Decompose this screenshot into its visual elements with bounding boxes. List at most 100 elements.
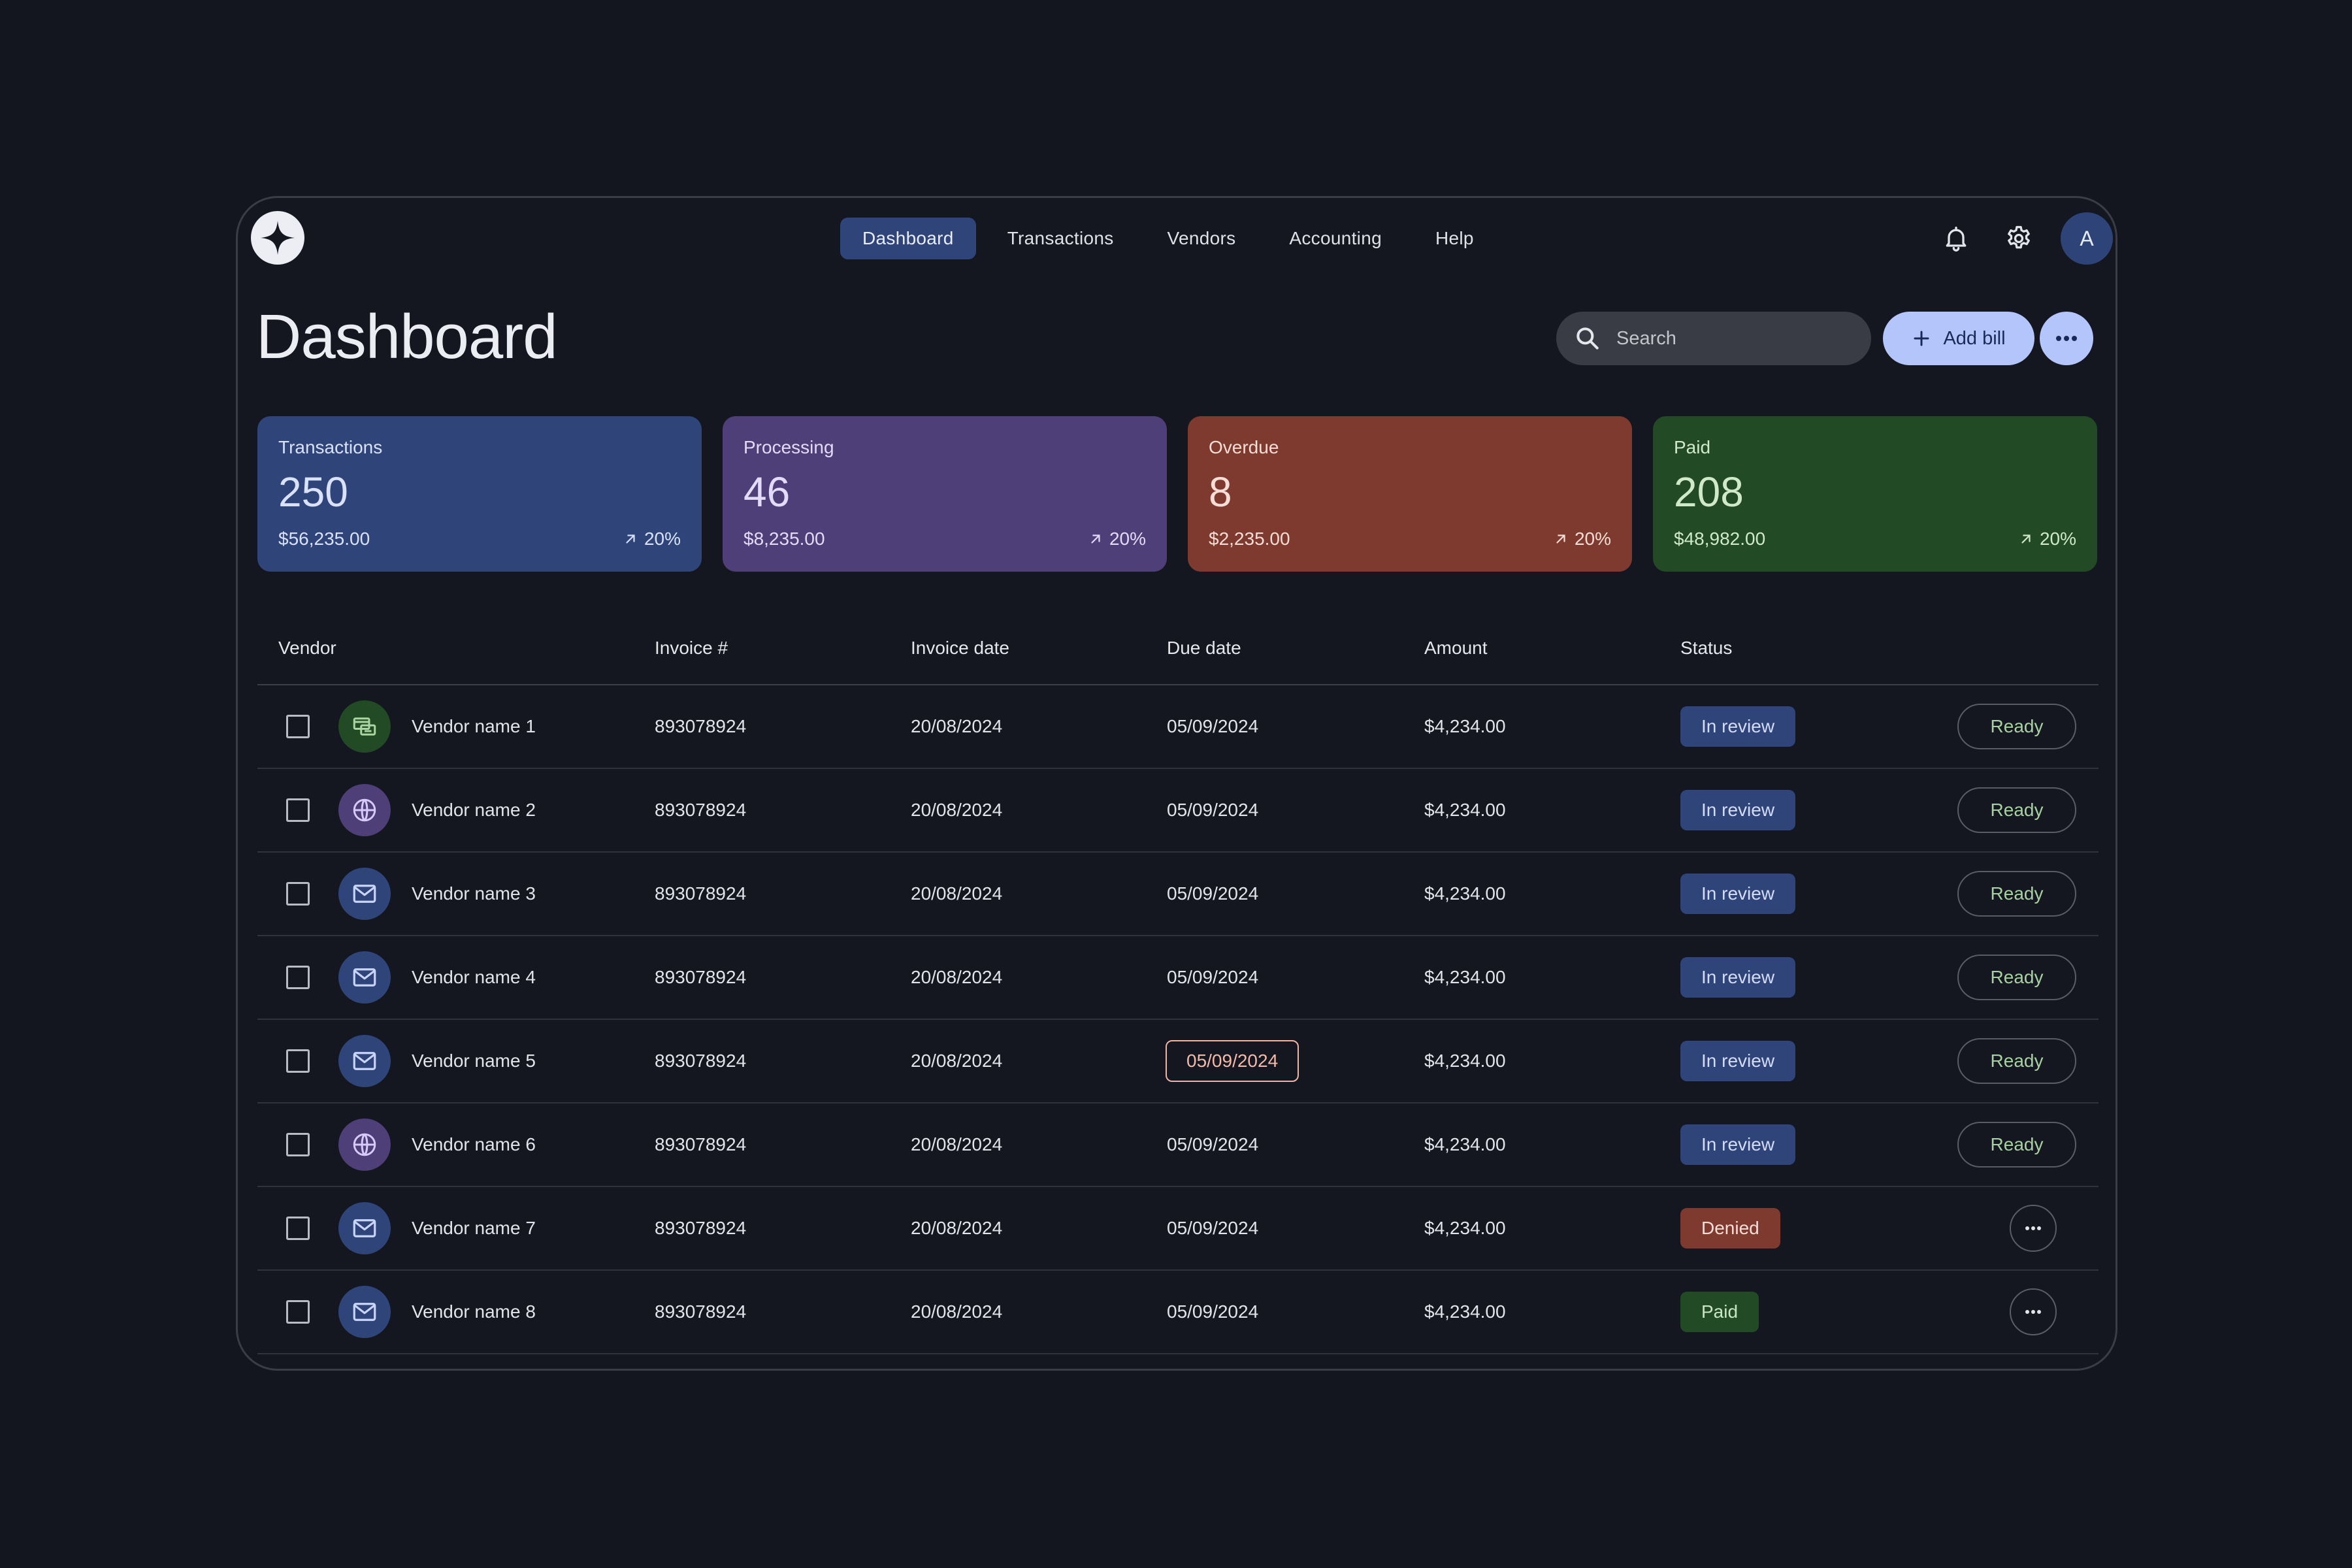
mail-icon xyxy=(338,951,391,1004)
more-options-button[interactable] xyxy=(2040,312,2093,365)
stat-label: Overdue xyxy=(1209,437,1279,457)
add-bill-button[interactable]: Add bill xyxy=(1883,312,2034,365)
header-status[interactable]: Status xyxy=(1680,638,1733,658)
action-cell xyxy=(1942,1205,2099,1252)
tab-dashboard[interactable]: Dashboard xyxy=(840,218,976,259)
header-amount[interactable]: Amount xyxy=(1424,638,1488,658)
vendor-name[interactable]: Vendor name 5 xyxy=(412,1051,536,1071)
avatar[interactable]: A xyxy=(2061,212,2113,265)
vendor-cell: Vendor name 6 xyxy=(257,1119,655,1171)
due-date: 05/09/2024 xyxy=(1167,716,1259,736)
vendor-name[interactable]: Vendor name 7 xyxy=(412,1218,536,1238)
amount: $4,234.00 xyxy=(1424,1051,1506,1071)
due-date: 05/09/2024 xyxy=(1167,967,1259,987)
vendor-name[interactable]: Vendor name 1 xyxy=(412,716,536,736)
invoice-number: 893078924 xyxy=(655,1218,747,1238)
ready-button[interactable]: Ready xyxy=(1957,955,2076,1000)
vendor-name[interactable]: Vendor name 2 xyxy=(412,800,536,820)
ready-button[interactable]: Ready xyxy=(1957,787,2076,833)
status-badge: In review xyxy=(1680,790,1796,830)
amount: $4,234.00 xyxy=(1424,1218,1506,1238)
header-vendor[interactable]: Vendor xyxy=(278,638,336,658)
status-cell: In review xyxy=(1680,1041,1942,1081)
arrow-up-right-icon xyxy=(1556,534,1565,544)
table-row[interactable]: Vendor name 2 893078924 20/08/2024 05/09/20… xyxy=(257,769,2099,853)
ready-button[interactable]: Ready xyxy=(1957,704,2076,749)
vendor-cell: Vendor name 5 xyxy=(257,1035,655,1087)
vendor-name[interactable]: Vendor name 8 xyxy=(412,1301,536,1322)
stat-trend: 20% xyxy=(1088,529,1146,549)
status-cell: Paid xyxy=(1680,1292,1942,1332)
stat-label: Transactions xyxy=(278,437,383,457)
more-horizontal-icon xyxy=(2025,1310,2041,1314)
row-checkbox[interactable] xyxy=(286,798,310,822)
vendor-name[interactable]: Vendor name 4 xyxy=(412,967,536,987)
stat-trend: 20% xyxy=(2019,529,2076,549)
row-checkbox[interactable] xyxy=(286,966,310,989)
table-row[interactable]: Vendor name 6 893078924 20/08/2024 05/09/20… xyxy=(257,1103,2099,1187)
tab-transactions[interactable]: Transactions xyxy=(1007,228,1114,248)
amount: $4,234.00 xyxy=(1424,716,1506,736)
stat-card-transactions[interactable]: Transactions 250 $56,235.00 20% xyxy=(257,416,702,572)
search-bar[interactable] xyxy=(1556,312,1871,365)
tab-vendors[interactable]: Vendors xyxy=(1167,228,1236,248)
ready-button[interactable]: Ready xyxy=(1957,1038,2076,1084)
tab-accounting[interactable]: Accounting xyxy=(1289,228,1382,248)
table-row[interactable]: Vendor name 4 893078924 20/08/2024 05/09/20… xyxy=(257,936,2099,1020)
status-badge: In review xyxy=(1680,1041,1796,1081)
invoice-number: 893078924 xyxy=(655,800,747,820)
due-date-cell: 05/09/2024 xyxy=(1167,1134,1424,1155)
search-icon xyxy=(1576,327,1599,350)
stat-value: 46 xyxy=(743,468,791,515)
action-cell xyxy=(1942,1288,2099,1335)
table-row[interactable]: Vendor name 5 893078924 20/08/2024 05/09/20… xyxy=(257,1020,2099,1103)
due-date-cell: 05/09/2024 xyxy=(1167,716,1424,737)
due-date: 05/09/2024 xyxy=(1167,1134,1259,1154)
invoice-number: 893078924 xyxy=(655,883,747,904)
invoice-number: 893078924 xyxy=(655,1051,747,1071)
table-row[interactable]: Vendor name 3 893078924 20/08/2024 05/09/20… xyxy=(257,853,2099,936)
vendor-name[interactable]: Vendor name 6 xyxy=(412,1134,536,1154)
status-badge: Paid xyxy=(1680,1292,1759,1332)
ready-button[interactable]: Ready xyxy=(1957,871,2076,917)
app-window: Dashboard Transactions Vendors Accountin… xyxy=(236,196,2117,1371)
vendor-name[interactable]: Vendor name 3 xyxy=(412,883,536,904)
row-checkbox[interactable] xyxy=(286,882,310,906)
status-cell: In review xyxy=(1680,874,1942,914)
stat-card-overdue[interactable]: Overdue 8 $2,235.00 20% xyxy=(1188,416,1632,572)
table-row[interactable]: Vendor name 7 893078924 20/08/2024 05/09/20… xyxy=(257,1187,2099,1271)
row-checkbox[interactable] xyxy=(286,715,310,738)
gear-icon[interactable] xyxy=(1997,216,2041,261)
row-more-button[interactable] xyxy=(2010,1288,2057,1335)
tab-help[interactable]: Help xyxy=(1435,228,1474,248)
more-horizontal-icon xyxy=(2056,336,2077,341)
ready-button[interactable]: Ready xyxy=(1957,1122,2076,1168)
stat-card-processing[interactable]: Processing 46 $8,235.00 20% xyxy=(723,416,1167,572)
header-invoice[interactable]: Invoice # xyxy=(655,638,728,658)
row-checkbox[interactable] xyxy=(286,1049,310,1073)
invoice-date: 20/08/2024 xyxy=(911,1218,1003,1238)
invoice-number: 893078924 xyxy=(655,1301,747,1322)
search-input[interactable] xyxy=(1616,327,1838,350)
header-due-date[interactable]: Due date xyxy=(1167,638,1241,658)
vendor-cell: Vendor name 1 xyxy=(257,700,655,753)
table-row[interactable]: Vendor name 1 893078924 20/08/2024 05/09/20… xyxy=(257,685,2099,769)
action-cell: Ready xyxy=(1942,1122,2099,1168)
shop-icon xyxy=(338,700,391,753)
amount: $4,234.00 xyxy=(1424,800,1506,820)
stat-cards: Transactions 250 $56,235.00 20% Processi… xyxy=(257,416,2097,572)
table-row[interactable]: Vendor name 8 893078924 20/08/2024 05/09/20… xyxy=(257,1271,2099,1354)
row-checkbox[interactable] xyxy=(286,1300,310,1324)
stat-card-paid[interactable]: Paid 208 $48,982.00 20% xyxy=(1653,416,2097,572)
logo-icon[interactable] xyxy=(251,211,304,265)
header-invoice-date[interactable]: Invoice date xyxy=(911,638,1009,658)
arrow-up-right-icon xyxy=(626,534,635,544)
row-checkbox[interactable] xyxy=(286,1217,310,1240)
top-actions: A xyxy=(1934,212,2113,265)
action-cell: Ready xyxy=(1942,787,2099,833)
vendor-cell: Vendor name 3 xyxy=(257,868,655,920)
row-checkbox[interactable] xyxy=(286,1133,310,1156)
vendor-cell: Vendor name 7 xyxy=(257,1202,655,1254)
bell-icon[interactable] xyxy=(1934,216,1978,261)
row-more-button[interactable] xyxy=(2010,1205,2057,1252)
